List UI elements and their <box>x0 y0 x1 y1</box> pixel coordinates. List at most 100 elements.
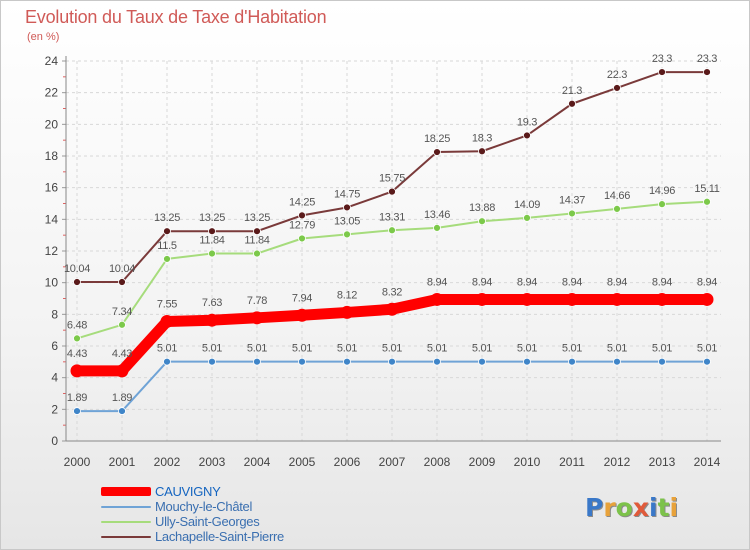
legend-label: CAUVIGNY <box>155 484 221 499</box>
data-label: 14.96 <box>649 185 675 197</box>
data-point <box>343 203 351 212</box>
data-label: 5.01 <box>202 343 222 355</box>
data-point <box>70 364 84 378</box>
data-label: 5.01 <box>562 343 582 355</box>
legend-label: Mouchy-le-Châtel <box>155 499 253 514</box>
x-tick-label: 2014 <box>694 455 721 469</box>
data-label: 13.25 <box>244 212 270 224</box>
y-tick-label: 22 <box>45 86 59 100</box>
data-label: 8.94 <box>607 276 627 288</box>
x-tick-label: 2004 <box>244 455 271 469</box>
proxiti-logo: Proxiti <box>585 493 678 522</box>
data-point <box>610 292 624 306</box>
legend: CAUVIGNY Mouchy-le-Châtel Ully-Saint-Georg… <box>101 484 284 544</box>
x-tick-label: 2010 <box>514 455 541 469</box>
data-labels: 4.43 4.43 7.55 7.63 7.78 7.94 8.12 8.32 8.94 8.94… <box>64 53 720 404</box>
data-label: 8.94 <box>562 276 582 288</box>
data-point <box>568 209 576 218</box>
legend-item: CAUVIGNY <box>101 484 284 499</box>
data-point <box>658 200 666 209</box>
x-tick-label: 2005 <box>289 455 316 469</box>
data-point <box>568 99 576 108</box>
x-tick-label: 2012 <box>604 455 631 469</box>
data-point <box>475 292 489 306</box>
data-point <box>658 357 666 366</box>
data-point <box>523 357 531 366</box>
legend-label: Ully-Saint-Georges <box>155 514 260 529</box>
series-layer <box>70 68 714 415</box>
x-tick-label: 2013 <box>649 455 676 469</box>
logo-letter: i <box>669 493 679 522</box>
grid <box>66 60 721 441</box>
data-point <box>703 357 711 366</box>
data-point <box>388 226 396 235</box>
data-label: 8.94 <box>472 276 492 288</box>
data-point <box>568 357 576 366</box>
data-point <box>208 227 216 236</box>
data-label: 11.84 <box>199 235 224 247</box>
data-point <box>73 407 81 415</box>
legend-swatch <box>101 535 151 538</box>
data-point <box>523 214 531 222</box>
data-point <box>478 147 486 156</box>
data-label: 10.04 <box>64 263 90 275</box>
data-label: 1.89 <box>112 392 132 404</box>
legend-swatch <box>101 487 151 496</box>
x-tick-label: 2000 <box>64 455 91 469</box>
data-label: 22.3 <box>607 69 627 81</box>
data-label: 14.37 <box>559 194 585 206</box>
y-tick-label: 0 <box>51 434 58 448</box>
data-point <box>298 211 306 220</box>
data-point <box>433 223 441 232</box>
data-label: 13.25 <box>199 212 225 224</box>
data-point <box>388 357 396 366</box>
data-label: 14.75 <box>334 188 360 200</box>
x-tick-label: 2011 <box>559 455 585 469</box>
legend-item: Lachapelle-Saint-Pierre <box>101 529 284 544</box>
data-point <box>430 292 444 306</box>
data-point <box>208 249 216 258</box>
legend-swatch <box>101 505 151 508</box>
data-point <box>253 357 261 366</box>
data-label: 23.3 <box>697 53 717 65</box>
legend-item: Mouchy-le-Châtel <box>101 499 284 514</box>
data-point <box>613 84 621 92</box>
x-tick-label: 2009 <box>469 455 496 469</box>
data-point <box>433 148 441 156</box>
data-label: 5.01 <box>427 343 447 355</box>
data-label: 8.94 <box>517 276 537 288</box>
data-point <box>658 68 666 76</box>
data-label: 1.89 <box>67 392 87 404</box>
data-label: 8.94 <box>652 276 672 288</box>
data-label: 14.25 <box>289 196 315 208</box>
y-tick-label: 20 <box>45 117 59 131</box>
x-tick-label: 2006 <box>334 455 361 469</box>
data-point <box>73 334 81 343</box>
data-point <box>613 357 621 366</box>
logo-letter: i <box>649 493 658 522</box>
data-point <box>703 197 711 206</box>
data-point <box>523 131 531 140</box>
logo-letter: P <box>585 493 604 522</box>
data-point <box>388 187 396 196</box>
data-point <box>73 278 81 286</box>
y-tick-label: 16 <box>45 181 59 195</box>
data-label: 13.88 <box>469 202 495 214</box>
y-tick-label: 6 <box>51 339 58 353</box>
legend-label: Lachapelle-Saint-Pierre <box>155 529 284 544</box>
data-point <box>205 313 219 327</box>
data-point <box>565 292 579 306</box>
data-label: 13.25 <box>154 212 180 224</box>
y-tick-label: 4 <box>51 371 58 385</box>
data-label: 4.43 <box>67 348 87 360</box>
data-point <box>118 407 126 415</box>
data-label: 11.84 <box>244 235 269 247</box>
data-label: 5.01 <box>652 343 672 355</box>
data-label: 7.94 <box>292 292 312 304</box>
data-label: 5.01 <box>697 343 717 355</box>
data-label: 5.01 <box>292 343 312 355</box>
data-label: 8.32 <box>382 286 402 298</box>
data-label: 11.5 <box>157 240 177 252</box>
